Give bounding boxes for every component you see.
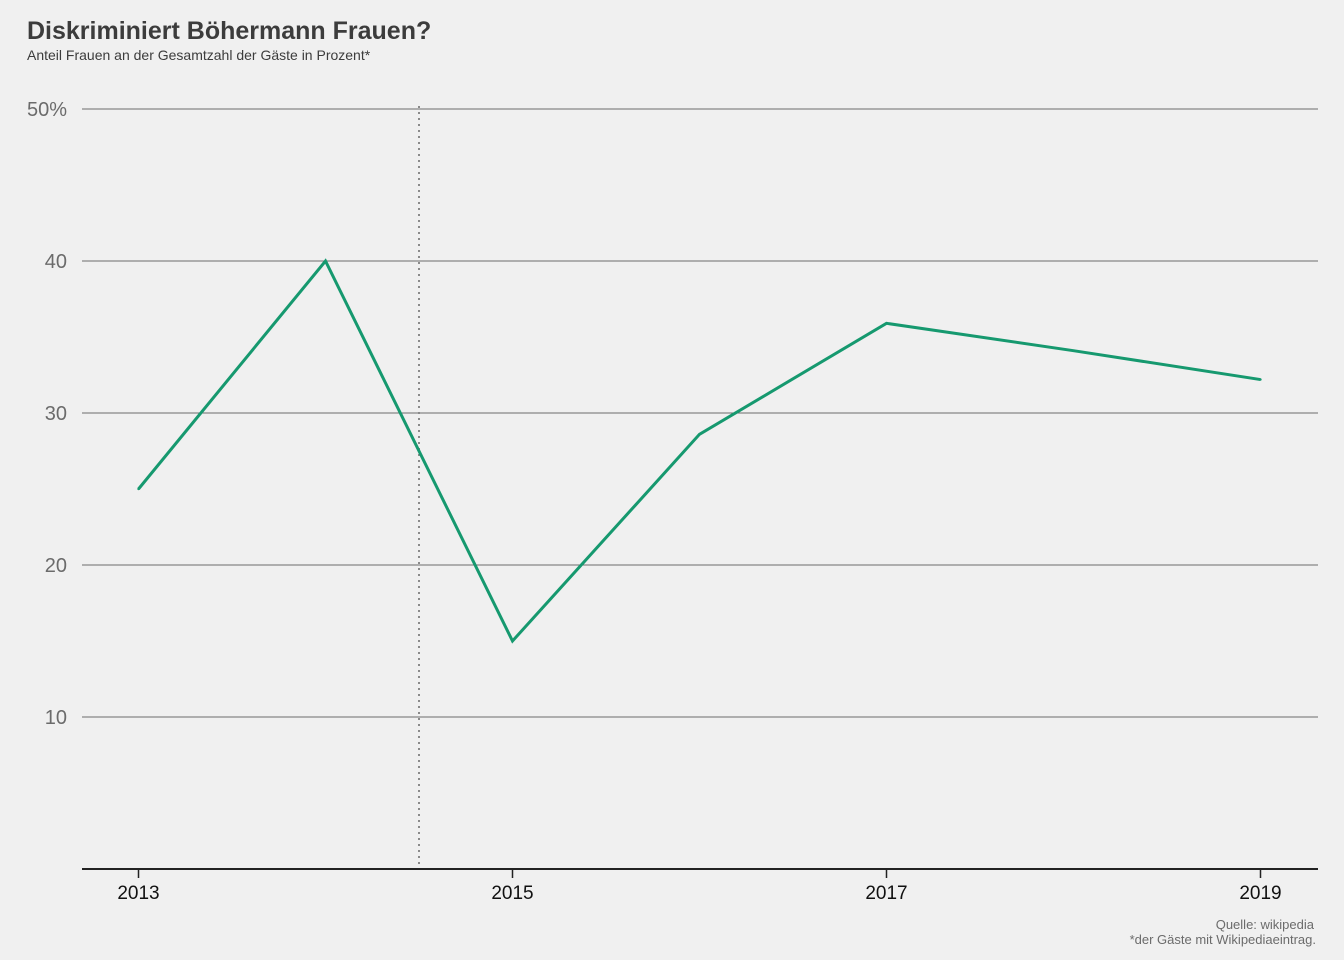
y-tick-label: 50% — [27, 99, 67, 121]
data-point — [698, 433, 701, 436]
x-tick-label: 2019 — [1239, 883, 1281, 904]
data-point — [324, 259, 327, 263]
y-tick-label: 40 — [45, 251, 67, 273]
x-tick-label: 2013 — [117, 883, 159, 904]
chart-subtitle: Anteil Frauen an der Gesamtzahl der Gäst… — [27, 47, 371, 63]
y-tick-label: 10 — [45, 707, 67, 729]
y-tick-label: 30 — [45, 403, 67, 425]
footnote: *der Gäste mit Wikipediaeintrag. — [1129, 932, 1316, 947]
data-point — [885, 322, 888, 325]
source-note: Quelle: wikipedia — [1215, 917, 1314, 932]
chart-title: Diskriminiert Böhermann Frauen? — [27, 17, 432, 45]
data-point — [1072, 349, 1075, 352]
x-tick-label: 2015 — [491, 883, 533, 904]
series-line — [137, 258, 1261, 644]
data-point — [1259, 378, 1262, 381]
data-point — [137, 487, 140, 491]
x-tick-label: 2017 — [865, 883, 907, 904]
data-point — [511, 639, 514, 643]
y-tick-label: 20 — [45, 555, 67, 577]
